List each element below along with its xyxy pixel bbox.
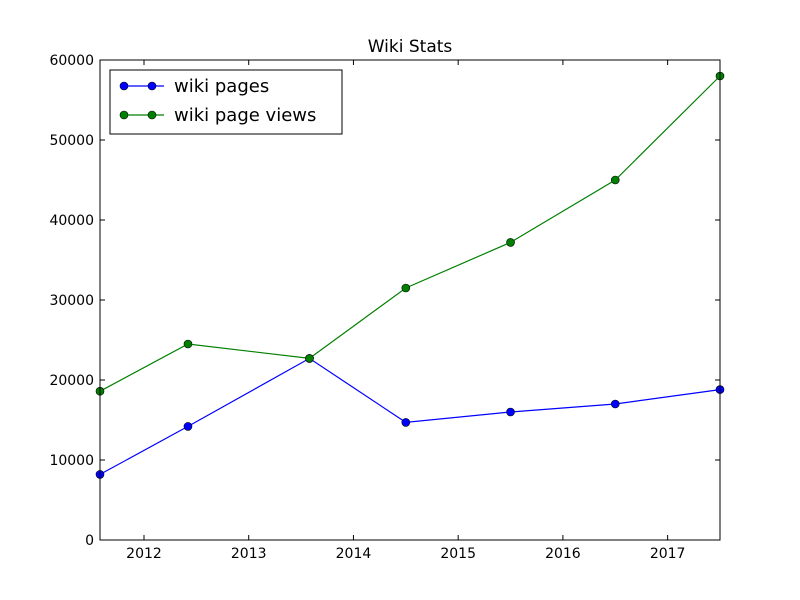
y-tick-label-5: 40000 — [49, 213, 94, 229]
y-tick-label-2: 10000 — [49, 453, 94, 469]
legend-marker-a-2 — [119, 110, 129, 120]
x-tick-label-4: 2015 — [440, 546, 476, 562]
legend-label-2: wiki page views — [174, 105, 316, 126]
legend-label-1: wiki pages — [174, 76, 269, 97]
legend-box — [109, 69, 343, 135]
y-tick-label-3: 20000 — [49, 373, 94, 389]
data-point-s2-6 — [610, 175, 620, 185]
legend-marker-b-2 — [147, 110, 157, 120]
x-tick-label-1: 2012 — [126, 546, 162, 562]
y-tick-label-6: 50000 — [49, 133, 94, 149]
data-point-s1-6 — [610, 399, 620, 409]
x-tick-label-3: 2014 — [336, 546, 372, 562]
data-point-s2-3 — [305, 354, 314, 363]
series-line-1 — [99, 357, 721, 475]
chart-title: Wiki Stats — [368, 37, 453, 57]
data-point-s1-2 — [183, 422, 193, 431]
y-tick-label-1: 0 — [85, 533, 94, 549]
data-point-s2-2 — [183, 339, 193, 349]
data-point-s1-5 — [506, 407, 515, 417]
plot-area — [95, 71, 725, 479]
x-tick-label-5: 2016 — [545, 546, 581, 562]
axes: 2012 2013 2014 2015 2016 2017 0 10000 20000 30000… — [49, 53, 721, 562]
data-point-s2-5 — [506, 238, 515, 247]
x-tick-label-2: 2013 — [231, 546, 267, 562]
data-point-s2-4 — [401, 283, 411, 293]
y-tick-label-4: 30000 — [49, 293, 94, 309]
legend: wiki pages wiki page views — [109, 69, 343, 135]
data-point-s1-4 — [401, 418, 411, 427]
y-tick-label-7: 60000 — [49, 53, 94, 69]
legend-marker-a-1 — [119, 81, 129, 91]
x-tick-label-6: 2017 — [650, 546, 686, 562]
legend-marker-b-1 — [147, 81, 157, 91]
